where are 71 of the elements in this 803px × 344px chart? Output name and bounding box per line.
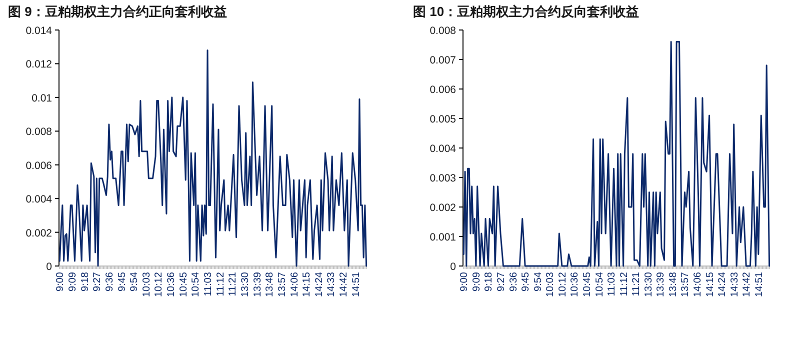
x-tick-label: 10:36 <box>570 272 581 298</box>
x-tick-label: 10:54 <box>594 272 606 298</box>
x-tick-label: 11:03 <box>203 272 214 296</box>
x-tick-label: 14:06 <box>692 272 704 298</box>
y-tick-label: 0.005 <box>430 114 456 126</box>
x-tick-label: 9:36 <box>508 272 520 292</box>
y-tick-label: 0.008 <box>26 126 52 138</box>
x-tick-label: 9:27 <box>496 272 508 292</box>
line-series <box>462 41 770 267</box>
y-tick-label: 0.014 <box>26 25 52 37</box>
x-tick-label: 13:57 <box>680 272 692 298</box>
x-tick-label: 14:15 <box>302 272 313 298</box>
x-tick-label: 10:45 <box>178 272 190 298</box>
y-tick-label: 0.002 <box>26 227 52 240</box>
x-tick-label: 14:33 <box>729 272 740 298</box>
x-tick-label: 14:24 <box>314 272 325 298</box>
x-tick-label: 9:09 <box>471 272 482 292</box>
y-tick-label: 0.001 <box>430 232 456 244</box>
x-tick-label: 10:12 <box>154 272 165 298</box>
x-tick-label: 13:39 <box>252 272 264 298</box>
x-tick-label: 9:18 <box>484 272 495 292</box>
x-tick-label: 9:18 <box>80 272 91 292</box>
x-tick-label: 14:42 <box>742 272 753 298</box>
x-tick-label: 10:36 <box>166 272 178 298</box>
x-tick-label: 13:30 <box>240 272 251 298</box>
x-tick-label: 13:48 <box>668 272 679 298</box>
x-tick-label: 10:03 <box>141 272 152 298</box>
x-tick-label: 14:42 <box>338 272 350 298</box>
chart-title: 图 9：豆粕期权主力合约正向套利收益 <box>8 4 227 19</box>
y-tick-label: 0.004 <box>26 194 52 206</box>
x-tick-label: 14:15 <box>704 272 716 298</box>
y-tick-label: 0 <box>46 261 52 273</box>
x-tick-label: 11:03 <box>606 272 618 296</box>
y-tick-label: 0.004 <box>430 143 456 155</box>
x-tick-label: 9:54 <box>129 272 140 292</box>
y-tick-label: 0.006 <box>26 160 52 172</box>
x-tick-label: 14:51 <box>754 272 765 298</box>
y-tick-label: 0.006 <box>430 84 456 96</box>
line-series <box>58 49 368 267</box>
x-tick-label: 9:00 <box>55 272 66 292</box>
x-tick-label: 14:51 <box>350 272 362 298</box>
x-tick-label: 9:27 <box>92 272 104 292</box>
y-tick-label: 0.007 <box>430 54 456 66</box>
x-tick-label: 11:12 <box>618 272 630 296</box>
y-tick-label: 0.01 <box>32 92 52 104</box>
x-tick-label: 13:57 <box>276 272 288 298</box>
y-tick-label: 0.008 <box>430 25 456 37</box>
x-tick-label: 10:03 <box>545 272 556 298</box>
x-tick-label: 9:45 <box>520 272 532 292</box>
x-tick-label: 11:21 <box>228 272 239 296</box>
y-tick-label: 0.012 <box>26 58 52 71</box>
x-tick-label: 11:21 <box>631 272 642 296</box>
y-tick-label: 0.002 <box>430 202 456 214</box>
x-tick-label: 14:33 <box>326 272 338 298</box>
x-tick-label: 9:09 <box>68 272 79 292</box>
y-tick-label: 0 <box>450 261 456 273</box>
x-tick-label: 9:45 <box>116 272 128 292</box>
y-tick-label: 0.003 <box>430 172 456 184</box>
x-tick-label: 13:48 <box>264 272 276 298</box>
x-tick-label: 14:24 <box>717 272 728 298</box>
x-tick-label: 13:30 <box>643 272 654 298</box>
x-tick-label: 13:39 <box>656 272 667 298</box>
chart-title: 图 10：豆粕期权主力合约反向套利收益 <box>413 4 640 19</box>
x-tick-label: 11:12 <box>215 272 226 296</box>
x-tick-label: 9:36 <box>104 272 116 292</box>
x-tick-label: 9:54 <box>532 272 544 292</box>
x-tick-label: 9:00 <box>459 272 470 292</box>
x-tick-label: 10:45 <box>582 272 593 298</box>
x-tick-label: 10:12 <box>557 272 568 298</box>
x-tick-label: 14:06 <box>289 272 300 298</box>
x-tick-label: 10:54 <box>190 272 202 298</box>
